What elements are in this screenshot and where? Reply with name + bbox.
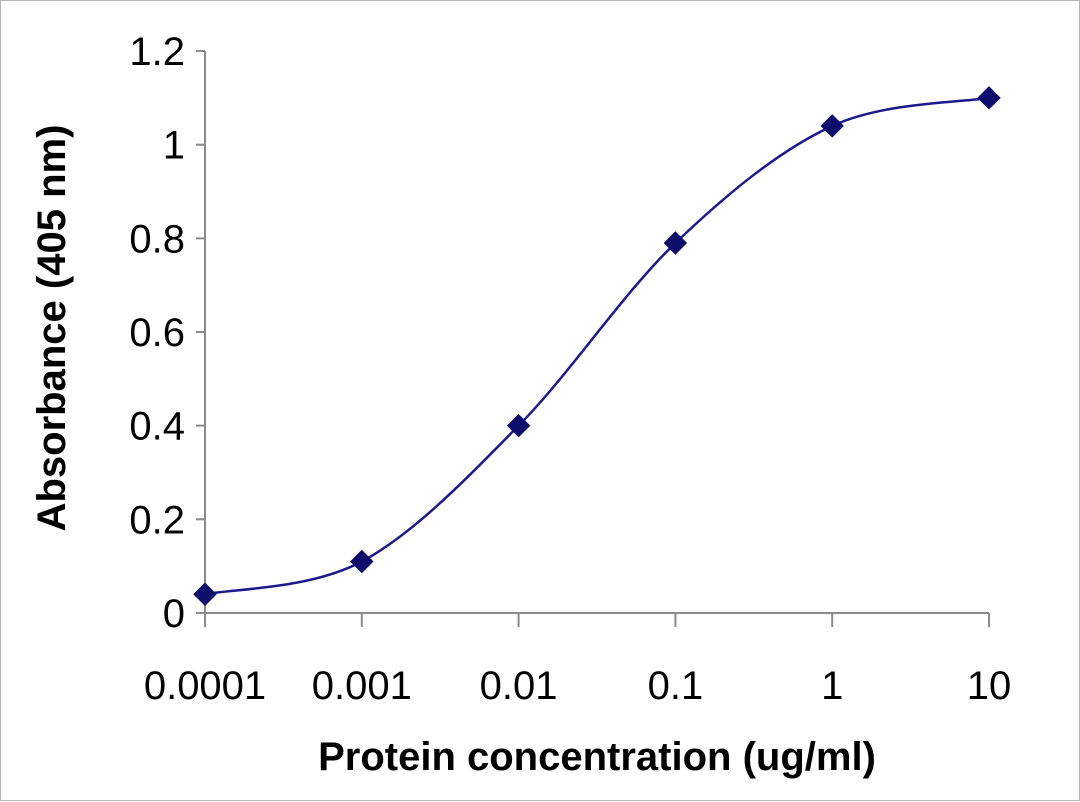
y-tick-label: 1.2 [129,30,185,74]
x-axis: 0.0001 0.001 0.01 0.1 1 10 [144,612,1012,708]
data-point-marker [350,549,374,574]
data-point-marker [506,413,531,438]
y-axis-title: Absorbance (405 nm) [30,125,74,532]
data-point-marker [193,582,217,606]
x-tick-label: 1 [821,664,843,708]
y-tick-label: 0.6 [129,311,185,355]
data-point-marker [977,86,1001,110]
x-tick-label: 0.1 [648,664,704,708]
y-tick-label: 0.2 [129,498,185,542]
y-tick-label: 0 [163,592,185,636]
x-tick-label: 0.001 [312,664,412,708]
data-point-marker [820,114,844,138]
x-tick-label: 0.0001 [144,664,266,708]
y-tick-label: 0.4 [129,405,185,449]
y-tick-label: 1 [163,124,185,168]
y-axis: 0 0.2 0.4 0.6 0.8 1 1.2 [129,30,206,636]
y-tick-label: 0.8 [129,217,185,261]
series-line [204,96,990,596]
x-axis-title: Protein concentration (ug/ml) [318,735,876,779]
x-tick-label: 0.01 [480,664,558,708]
data-point-marker [663,231,688,255]
series-layer [193,86,1001,606]
x-tick-label: 10 [967,664,1012,708]
